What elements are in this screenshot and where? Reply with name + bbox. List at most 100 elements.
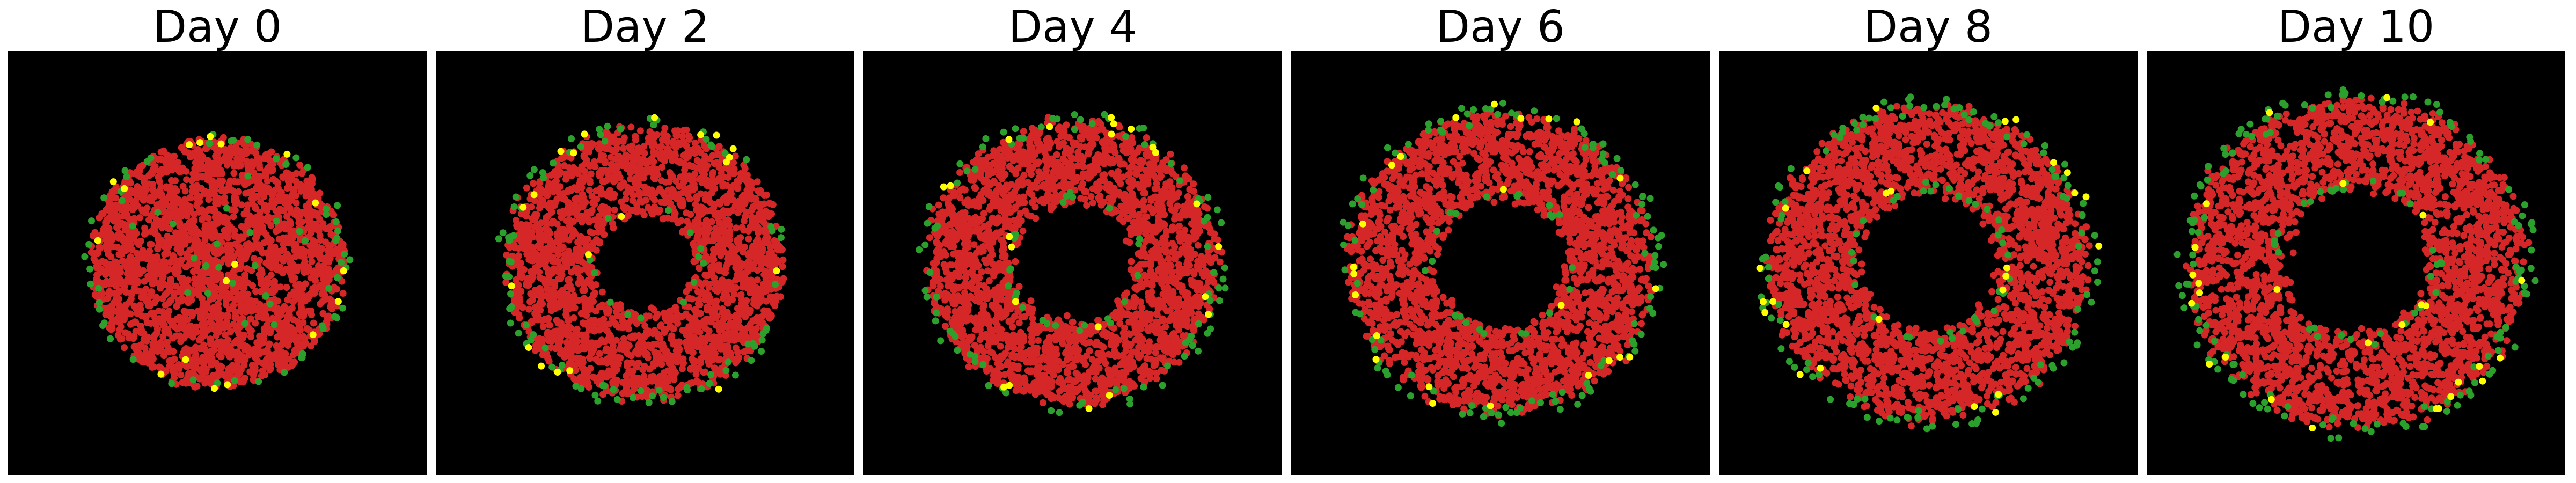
cell-dot bbox=[197, 251, 204, 259]
cell-dot bbox=[204, 245, 212, 253]
cell-dot bbox=[149, 355, 157, 363]
cell-dot bbox=[161, 251, 169, 258]
cell-dot bbox=[724, 333, 732, 340]
green-cell-dot bbox=[708, 143, 716, 150]
cell-dot bbox=[579, 203, 587, 210]
cell-dot bbox=[618, 341, 625, 348]
cell-dot bbox=[255, 241, 262, 248]
cell-dot bbox=[537, 298, 544, 306]
cell-dot bbox=[266, 163, 273, 170]
cell-dot bbox=[106, 324, 113, 331]
cell-dot bbox=[591, 317, 598, 324]
cell-dot bbox=[568, 218, 575, 226]
cell-dot bbox=[211, 257, 218, 264]
cell-dot bbox=[244, 221, 251, 228]
cell-dot bbox=[311, 338, 318, 345]
cell-dot bbox=[267, 237, 275, 244]
cell-dot bbox=[579, 191, 586, 198]
cell-dot bbox=[287, 324, 294, 331]
cell-dot bbox=[544, 192, 551, 199]
cell-dot bbox=[299, 209, 306, 216]
cell-dot bbox=[182, 237, 190, 244]
cell-dot bbox=[103, 236, 110, 244]
cell-dot bbox=[684, 191, 692, 198]
cell-dot bbox=[694, 300, 702, 308]
cell-dot bbox=[273, 248, 280, 255]
cell-dot bbox=[252, 353, 259, 360]
cell-dot bbox=[531, 310, 539, 317]
cell-dot bbox=[143, 229, 150, 236]
cell-dot bbox=[310, 319, 317, 327]
cell-dot bbox=[702, 217, 710, 224]
cell-dot bbox=[157, 184, 165, 191]
yellow-cell-dot bbox=[312, 199, 319, 207]
cell-dot bbox=[251, 221, 259, 228]
cell-dot bbox=[623, 372, 630, 379]
cell-dot bbox=[613, 336, 620, 344]
cell-dot bbox=[722, 233, 730, 240]
cell-dot bbox=[253, 155, 261, 162]
cell-dot bbox=[311, 238, 318, 246]
cell-dot bbox=[722, 269, 729, 276]
cell-dot bbox=[666, 169, 674, 177]
cell-dot bbox=[296, 219, 303, 227]
cell-dot bbox=[106, 201, 114, 208]
cell-dot bbox=[733, 224, 740, 232]
cell-dot bbox=[215, 365, 223, 372]
green-cell-dot bbox=[96, 305, 103, 313]
cell-dot bbox=[612, 367, 619, 375]
cell-dot bbox=[186, 194, 194, 201]
green-cell-dot bbox=[601, 137, 609, 145]
cell-dot bbox=[705, 361, 713, 368]
cell-dot bbox=[143, 337, 150, 345]
green-cell-dot bbox=[759, 330, 767, 338]
cell-dot bbox=[766, 314, 773, 322]
cell-dot bbox=[766, 200, 773, 207]
cell-dot bbox=[573, 265, 581, 272]
cell-dot bbox=[286, 355, 293, 363]
cell-dot bbox=[742, 269, 750, 276]
cell-dot bbox=[564, 306, 571, 313]
green-cell-dot bbox=[506, 273, 513, 281]
cell-dot bbox=[714, 227, 721, 235]
cell-dot bbox=[274, 254, 282, 262]
green-cell-dot bbox=[617, 125, 625, 133]
cell-dot bbox=[769, 257, 776, 265]
cell-dot bbox=[165, 330, 173, 337]
cell-dot bbox=[274, 297, 282, 305]
cell-dot bbox=[766, 286, 773, 293]
cell-dot bbox=[580, 178, 587, 185]
cell-dot bbox=[630, 317, 638, 324]
cell-dot bbox=[687, 211, 694, 218]
cell-dot bbox=[716, 219, 723, 226]
cell-dot bbox=[704, 196, 711, 204]
green-cell-dot bbox=[129, 356, 137, 363]
cell-dot bbox=[582, 241, 590, 249]
cell-dot bbox=[200, 315, 207, 323]
cell-dot bbox=[253, 193, 261, 200]
cell-dot bbox=[573, 211, 581, 219]
cell-dot bbox=[752, 284, 760, 291]
cell-dot bbox=[603, 145, 610, 152]
cell-dot bbox=[121, 344, 128, 352]
cell-dot bbox=[704, 333, 712, 340]
cell-dot bbox=[265, 150, 273, 157]
cell-dot bbox=[701, 226, 708, 233]
cell-dot bbox=[153, 295, 161, 302]
cell-dot bbox=[262, 312, 269, 319]
cell-dot bbox=[693, 157, 701, 164]
green-cell-dot bbox=[107, 335, 114, 342]
green-cell-dot bbox=[539, 169, 546, 177]
green-cell-dot bbox=[637, 314, 645, 322]
cell-dot bbox=[581, 370, 588, 377]
cell-dot bbox=[596, 172, 603, 180]
cell-dot bbox=[711, 279, 718, 287]
cell-dot bbox=[226, 177, 234, 185]
green-cell-dot bbox=[572, 383, 580, 390]
cell-dot bbox=[137, 173, 144, 180]
cell-dot bbox=[718, 326, 726, 334]
cell-dot bbox=[665, 186, 672, 194]
cell-dot bbox=[574, 332, 581, 339]
cell-dot bbox=[648, 186, 655, 194]
cell-dot bbox=[104, 246, 111, 254]
